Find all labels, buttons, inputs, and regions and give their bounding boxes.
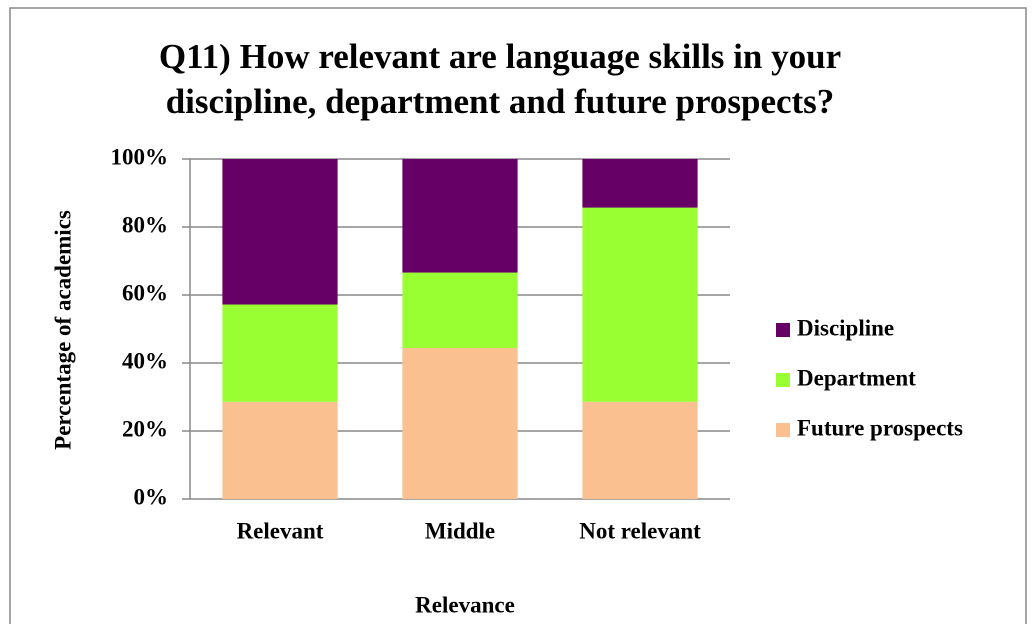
- legend-label: Future prospects: [797, 415, 963, 440]
- y-tick-label: 60%: [122, 280, 168, 305]
- y-tick-label: 20%: [122, 416, 168, 441]
- y-tick-label: 40%: [122, 348, 168, 373]
- bar-segment: [402, 272, 518, 349]
- legend-swatch: [776, 373, 790, 387]
- chart-title: discipline, department and future prospe…: [166, 82, 835, 121]
- legend-label: Department: [797, 365, 916, 390]
- bar-segment: [222, 401, 338, 499]
- y-axis-label: Percentage of academics: [50, 210, 75, 450]
- legend-label: Discipline: [797, 315, 894, 340]
- bar-segment: [402, 348, 518, 499]
- y-tick-label: 100%: [111, 144, 169, 169]
- x-axis-label: Relevance: [415, 592, 515, 617]
- chart-title: Q11) How relevant are language skills in…: [159, 37, 841, 76]
- bar-segment: [222, 159, 338, 305]
- y-tick-label: 80%: [122, 212, 168, 237]
- bar-segment: [582, 401, 698, 499]
- x-tick-label: Middle: [425, 518, 495, 543]
- bar-segment: [222, 304, 338, 402]
- chart-frame: [9, 7, 1027, 624]
- x-tick-label: Not relevant: [579, 518, 701, 543]
- legend-swatch: [776, 423, 790, 437]
- y-tick-label: 0%: [134, 484, 169, 509]
- bar-segment: [582, 207, 698, 402]
- legend-swatch: [776, 323, 790, 337]
- x-tick-label: Relevant: [237, 518, 324, 543]
- bar-segment: [582, 159, 698, 208]
- bar-segment: [402, 159, 518, 273]
